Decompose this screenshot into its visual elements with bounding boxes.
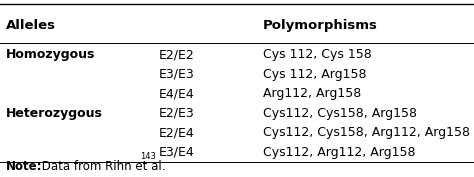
Text: E3/E3: E3/E3 bbox=[159, 68, 194, 81]
Text: 143: 143 bbox=[140, 152, 155, 161]
Text: Cys 112, Arg158: Cys 112, Arg158 bbox=[263, 68, 366, 81]
Text: E2/E4: E2/E4 bbox=[159, 126, 194, 139]
Text: Polymorphisms: Polymorphisms bbox=[263, 19, 378, 32]
Text: Data from Rihn et al.: Data from Rihn et al. bbox=[38, 160, 165, 173]
Text: E4/E4: E4/E4 bbox=[159, 87, 194, 100]
Text: E3/E4: E3/E4 bbox=[159, 146, 194, 159]
Text: Cys112, Arg112, Arg158: Cys112, Arg112, Arg158 bbox=[263, 146, 416, 159]
Text: Alleles: Alleles bbox=[6, 19, 55, 32]
Text: E2/E3: E2/E3 bbox=[159, 107, 194, 120]
Text: Note:: Note: bbox=[6, 160, 42, 173]
Text: Cys112, Cys158, Arg158: Cys112, Cys158, Arg158 bbox=[263, 107, 417, 120]
Text: E2/E2: E2/E2 bbox=[159, 48, 194, 61]
Text: Heterozygous: Heterozygous bbox=[6, 107, 102, 120]
Text: Cys 112, Cys 158: Cys 112, Cys 158 bbox=[263, 48, 372, 61]
Text: Cys112, Cys158, Arg112, Arg158: Cys112, Cys158, Arg112, Arg158 bbox=[263, 126, 470, 139]
Text: Arg112, Arg158: Arg112, Arg158 bbox=[263, 87, 361, 100]
Text: Homozygous: Homozygous bbox=[6, 48, 95, 61]
